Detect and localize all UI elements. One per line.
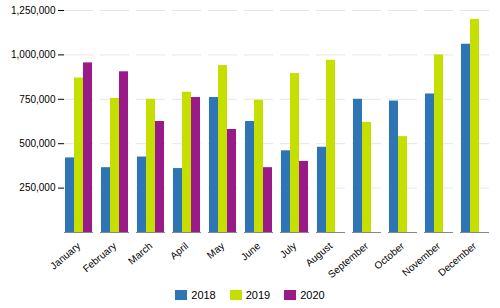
svg-text:500,000: 500,000 (19, 138, 56, 149)
svg-text:December: December (436, 240, 479, 279)
html-text:2020: 2020 (300, 289, 325, 301)
svg-text:1,000,000: 1,000,000 (11, 49, 56, 60)
svg-text:October: October (372, 240, 407, 272)
svg-text:July: July (278, 240, 299, 260)
html-text:2018: 2018 (191, 289, 216, 301)
svg-text:April: April (168, 240, 190, 261)
svg-text:August: August (303, 240, 334, 269)
svg-text:1,250,000: 1,250,000 (11, 5, 56, 16)
svg-text:November: November (400, 240, 443, 279)
svg-text:250,000: 250,000 (19, 182, 56, 193)
svg-text:750,000: 750,000 (19, 94, 56, 105)
svg-text:January: January (48, 240, 82, 271)
html-text:2019: 2019 (245, 289, 271, 301)
svg-text:September: September (326, 240, 371, 280)
svg-text:March: March (126, 240, 154, 266)
svg-text:May: May (205, 240, 227, 261)
svg-text:February: February (81, 240, 119, 274)
svg-text:June: June (239, 240, 263, 263)
